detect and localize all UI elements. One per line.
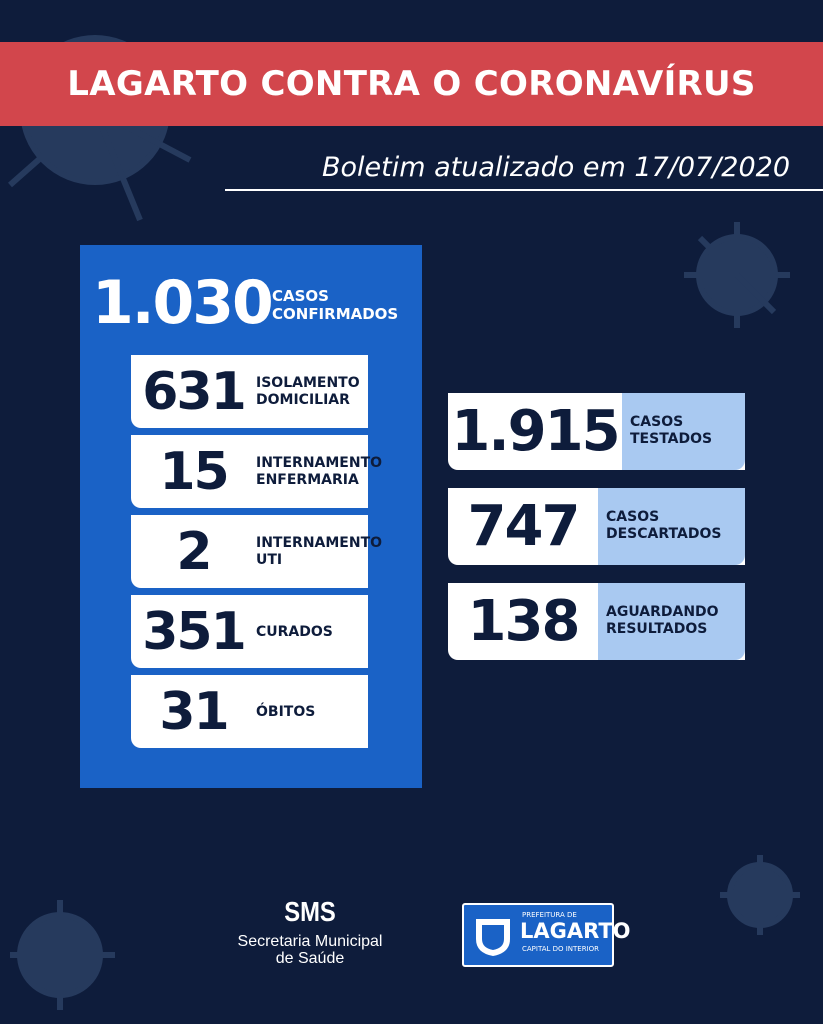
- card-label: INTERNAMENTO UTI: [256, 515, 383, 589]
- logo-tagline: CAPITAL DO INTERIOR: [522, 945, 600, 953]
- breakdown-number: 351: [142, 602, 247, 662]
- label-line: RESULTADOS: [606, 621, 708, 637]
- breakdown-number: 15: [159, 442, 229, 502]
- logo-crest: [476, 919, 510, 956]
- card-label: CASOS TESTADOS: [630, 394, 745, 468]
- card-label: ISOLAMENTO DOMICILIAR: [256, 355, 368, 429]
- label-line: CASOS: [606, 509, 660, 525]
- label-line: INTERNAMENTO: [256, 535, 383, 551]
- secretaria: Secretaria Municipal de Saúde: [210, 933, 410, 967]
- logo-prefeitura: PREFEITURA DE: [522, 911, 577, 919]
- card-label: INTERNAMENTO ENFERMARIA: [256, 435, 383, 509]
- card-label: CURADOS: [256, 595, 368, 669]
- test-label-bg: [622, 393, 745, 470]
- label-line: CASOS: [272, 287, 329, 305]
- header-banner: [0, 42, 823, 126]
- breakdown-card: [131, 355, 368, 428]
- label-line: TESTADOS: [630, 431, 713, 447]
- breakdown-card: [131, 595, 368, 668]
- test-number: 138: [467, 589, 581, 654]
- logo-name: LAGARTO: [520, 919, 631, 943]
- label-line: ÓBITOS: [256, 703, 316, 720]
- card-label: ÓBITOS: [256, 675, 368, 749]
- sms: SMS: [284, 896, 336, 927]
- label-line: INTERNAMENTO: [256, 455, 383, 471]
- breakdown-card: [131, 435, 368, 508]
- breakdown-number: 2: [176, 522, 212, 582]
- subtitle: Boletim atualizado em 17/07/2020: [322, 152, 790, 183]
- label-line: AGUARDANDO: [606, 604, 719, 620]
- label-line: CURADOS: [256, 623, 333, 640]
- breakdown-card: [131, 675, 368, 748]
- test-number: 747: [467, 494, 581, 559]
- title: LAGARTO CONTRA O CORONAVÍRUS: [67, 64, 756, 104]
- breakdown-card: [131, 515, 368, 588]
- confirmed-label: CASOS CONFIRMADOS: [272, 287, 398, 323]
- logo: PREFEITURA DE LAGARTO CAPITAL DO INTERIO…: [462, 903, 631, 967]
- label-line: ISOLAMENTO: [256, 375, 360, 391]
- card-label: AGUARDANDO RESULTADOS: [606, 584, 745, 658]
- test-label-bg: [598, 488, 745, 565]
- test-number: 1.915: [451, 399, 620, 464]
- confirmed-number: 1.030: [92, 268, 274, 338]
- label-line: CASOS: [630, 414, 684, 430]
- label-line: DOMICILIAR: [256, 392, 350, 408]
- secretaria-line: de Saúde: [275, 950, 345, 967]
- test-label-bg: [598, 583, 745, 660]
- label-line: UTI: [256, 552, 283, 568]
- breakdown-number: 631: [142, 362, 247, 422]
- card-label: CASOS DESCARTADOS: [606, 489, 745, 563]
- label-line: DESCARTADOS: [606, 526, 722, 542]
- label-line: ENFERMARIA: [256, 472, 359, 488]
- breakdown-number: 31: [159, 682, 229, 742]
- subtitle-rule: [225, 189, 823, 191]
- secretaria-line: Secretaria Municipal: [237, 933, 383, 950]
- label-line: CONFIRMADOS: [272, 305, 399, 323]
